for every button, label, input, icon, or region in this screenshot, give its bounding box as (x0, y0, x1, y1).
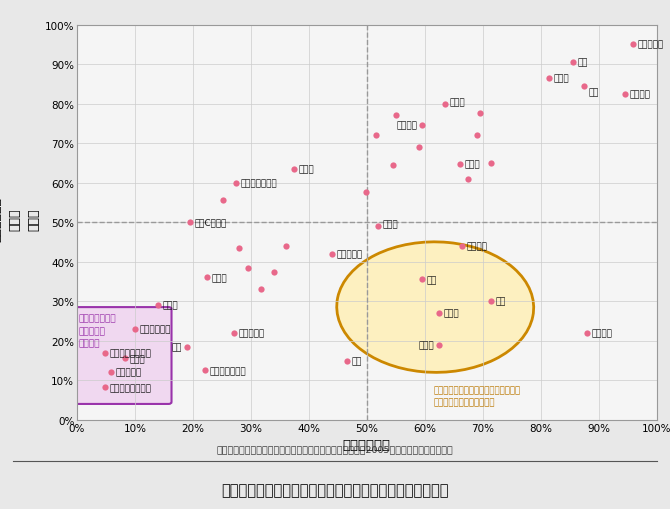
Text: 不整脈: 不整脈 (464, 160, 480, 169)
Text: 消化性潰瘍: 消化性潰瘍 (638, 41, 664, 50)
Text: 痛風: 痛風 (589, 88, 599, 97)
Text: 脳梗塞: 脳梗塞 (212, 273, 228, 282)
Text: （財）ヒューマンサイエンス振興財団　医師調査報告書（2005年版）の資料を基に作成: （財）ヒューマンサイエンス振興財団 医師調査報告書（2005年版）の資料を基に作… (216, 444, 454, 454)
Text: 前立腺癌: 前立腺癌 (467, 242, 488, 251)
Text: 乳癌: 乳癌 (427, 275, 437, 285)
Text: うつ病: うつ病 (299, 165, 315, 174)
Text: 治療の満足度、
薬の貢献度
共に低い: 治療の満足度、 薬の貢献度 共に低い (78, 314, 116, 348)
Text: パーキンソン病: パーキンソン病 (241, 179, 278, 188)
Text: 結核: 結核 (577, 59, 588, 67)
Text: 高血圧症: 高血圧症 (629, 90, 651, 99)
Text: 白血病: 白血病 (383, 220, 399, 229)
Text: 肺癌: 肺癌 (172, 343, 182, 351)
Text: 糖尿病性網膜症: 糖尿病性網膜症 (209, 366, 246, 375)
Text: アルツハイマー病: アルツハイマー病 (109, 383, 151, 392)
Text: 図１：さまざまな疾患に対する治療満足度と薬剤の貢献度: 図１：さまざまな疾患に対する治療満足度と薬剤の貢献度 (221, 482, 449, 497)
Text: 治療に対する
薬剤の
貢献度: 治療に対する 薬剤の 貢献度 (0, 196, 40, 241)
Text: 慢性C型肝炎: 慢性C型肝炎 (195, 218, 227, 227)
Text: 血管性痴呆: 血管性痴呆 (115, 368, 141, 377)
Text: 子宮癌: 子宮癌 (419, 341, 435, 350)
X-axis label: 治療の満足度: 治療の満足度 (343, 438, 391, 451)
FancyBboxPatch shape (74, 307, 172, 404)
Text: 糖尿病性腎症: 糖尿病性腎症 (139, 325, 171, 334)
Text: 大腸癌: 大腸癌 (444, 309, 460, 318)
Text: 肝癌: 肝癌 (351, 357, 362, 366)
Text: てんかん: てんかん (396, 122, 417, 130)
Ellipse shape (337, 242, 534, 373)
Text: 高脂血: 高脂血 (554, 74, 569, 83)
Text: 慢性腎不全: 慢性腎不全 (238, 329, 265, 337)
Text: エイズ: エイズ (163, 301, 179, 310)
Text: 肝硬変: 肝硬変 (129, 354, 145, 363)
Text: 糖尿病: 糖尿病 (450, 98, 466, 107)
Text: 糖尿病性神経障害: 糖尿病性神経障害 (109, 348, 151, 357)
Text: 子宮筋腫: 子宮筋腫 (592, 329, 612, 337)
Text: 子宮内膜症: 子宮内膜症 (337, 250, 363, 259)
Text: 各種の癌は、満足度はさまざまだが、
薬剤の貢献度は全体に低い: 各種の癌は、満足度はさまざまだが、 薬剤の貢献度は全体に低い (433, 385, 521, 407)
Text: 胃癌: 胃癌 (496, 297, 507, 306)
